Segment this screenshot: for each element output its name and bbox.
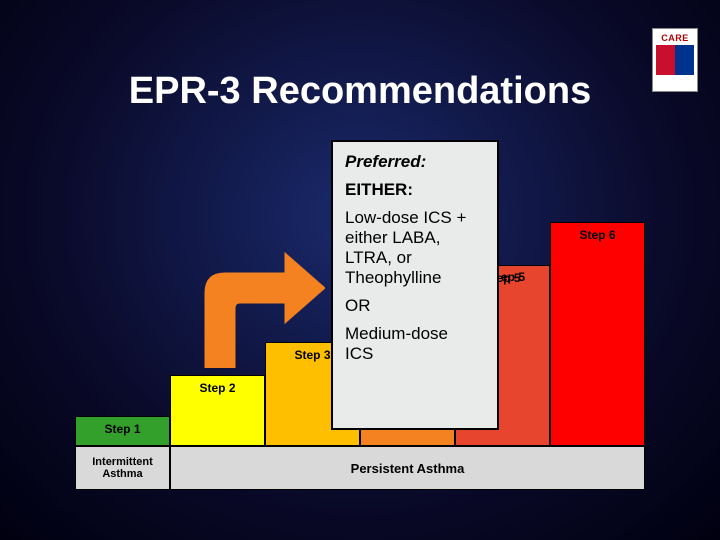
callout-text: LTRA, or bbox=[345, 248, 412, 267]
logo-graphic bbox=[656, 45, 694, 75]
step-1-label: Step 1 bbox=[76, 422, 169, 436]
footer-intermittent-label: Intermittent Asthma bbox=[92, 456, 153, 480]
callout-text: ICS bbox=[345, 344, 373, 363]
care-logo: CARE bbox=[652, 28, 698, 92]
step-1-bar: Step 1 bbox=[75, 416, 170, 446]
footer-persistent-label: Persistent Asthma bbox=[351, 461, 465, 476]
step-6-bar: Step 6 bbox=[550, 222, 645, 446]
step-2-label: Step 2 bbox=[171, 381, 264, 395]
callout-subhead: EITHER: bbox=[345, 180, 485, 200]
callout-body2: Medium-dose ICS bbox=[345, 324, 485, 364]
preferred-callout: Preferred: EITHER: Low-dose ICS + either… bbox=[331, 140, 499, 430]
step-6-label: Step 6 bbox=[551, 228, 644, 242]
step-2-bar: Step 2 bbox=[170, 375, 265, 446]
callout-or: OR bbox=[345, 296, 485, 316]
step-5-label-fragment: ep 5 bbox=[501, 270, 525, 284]
callout-heading: Preferred: bbox=[345, 152, 485, 172]
footer-intermittent: Intermittent Asthma bbox=[75, 446, 170, 490]
footer-persistent: Persistent Asthma bbox=[170, 446, 645, 490]
logo-text-bottom bbox=[656, 76, 694, 88]
footer-row: Intermittent Asthma Persistent Asthma bbox=[75, 446, 645, 490]
up-right-arrow-icon bbox=[185, 248, 325, 368]
step-chart: Step 1 Step 2 Step 3 Step 4 Step 5 Step … bbox=[75, 140, 645, 490]
callout-text: Low-dose ICS + bbox=[345, 208, 466, 227]
callout-text: Theophylline bbox=[345, 268, 441, 287]
page-title: EPR-3 Recommendations bbox=[0, 70, 720, 113]
callout-text: either LABA, bbox=[345, 228, 440, 247]
logo-text-top: CARE bbox=[656, 32, 694, 44]
callout-body1: Low-dose ICS + either LABA, LTRA, or The… bbox=[345, 208, 485, 288]
callout-text: Medium-dose bbox=[345, 324, 448, 343]
